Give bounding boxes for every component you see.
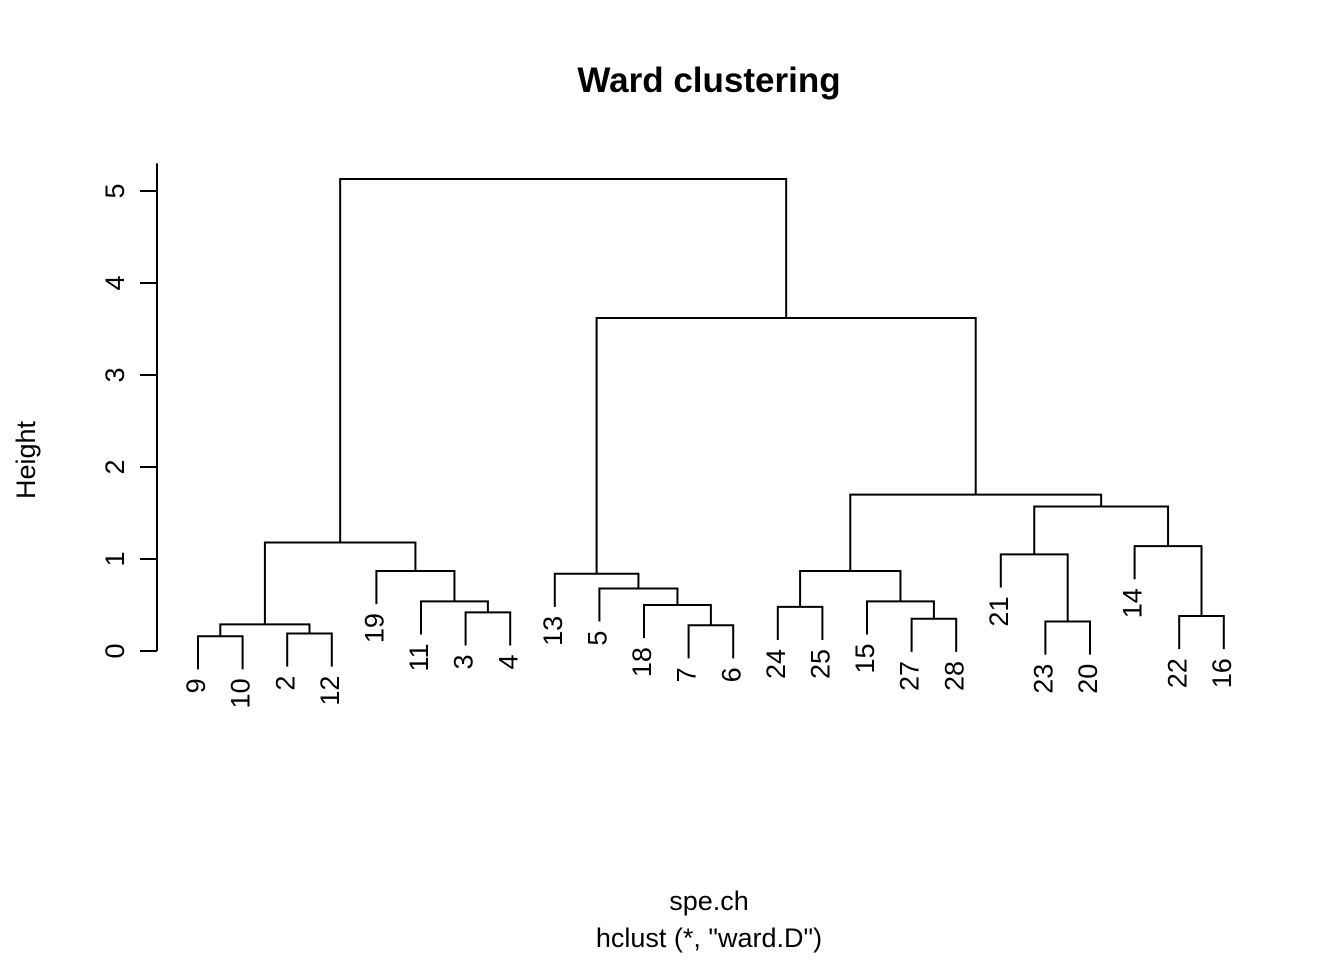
leaf-label: 11 [404,643,434,671]
leaf-label: 14 [1118,588,1148,618]
leaf-label: 4 [493,654,523,669]
leaf-label: 25 [806,649,836,679]
leaf-labels: 9 10 2 12 3 4 11 19 7 6 18 5 13 24 25 27 28 15 23 20 21 22 16 1… [181,588,1237,708]
leaf-label: 20 [1073,664,1103,694]
dendrogram-link [643,604,712,639]
leaf-label: 9 [181,678,211,693]
leaf-label: 21 [984,597,1014,627]
leaf-label: 13 [538,616,568,646]
dendrogram-link [1178,615,1225,650]
y-tick-label: 1 [100,551,130,566]
leaf-label: 15 [850,643,880,673]
dendrogram-link [464,611,512,646]
y-axis-label: Height [11,420,41,499]
y-tick-label: 2 [100,459,130,474]
dendrogram-link [595,316,977,574]
chart-title: Ward clustering [577,61,840,100]
dendrogram-link [339,178,788,543]
dendrogram-link [263,541,417,625]
dendrogram-link [197,635,244,670]
leaf-label: 5 [583,631,613,646]
leaf-label: 18 [627,647,657,677]
leaf-label: 28 [939,661,969,691]
dendrogram-link [687,624,735,659]
dendrogram-link [286,632,333,667]
leaf-label: 24 [761,649,791,679]
y-tick-label: 4 [100,275,130,290]
y-tick-label: 3 [100,367,130,382]
x-axis-label: spe.ch [669,886,749,916]
leaf-label: 27 [895,661,925,691]
dendrogram-links [197,178,1225,670]
y-tick-label: 5 [100,183,130,198]
leaf-label: 6 [716,667,746,682]
leaf-label: 22 [1162,658,1192,688]
leaf-label: 3 [449,654,479,669]
leaf-label: 23 [1029,664,1059,694]
leaf-label: 19 [360,613,390,643]
dendrogram-link [1044,620,1091,655]
leaf-label: 12 [315,676,345,706]
leaf-label: 10 [226,678,256,708]
y-tick-label: 0 [100,643,130,658]
dendrogram-link [910,617,958,652]
dendrogram-link [1033,505,1170,555]
leaf-label: 2 [270,676,300,691]
leaf-label: 16 [1207,658,1237,688]
y-axis: 0 1 2 3 4 5 [100,163,158,659]
dendrogram-link [420,600,489,635]
dendrogram-link [553,572,640,607]
dendrogram-link [776,605,824,640]
method-subtitle: hclust (*, "ward.D") [596,923,822,953]
leaf-label: 7 [672,667,702,682]
dendrogram-link [375,569,456,605]
